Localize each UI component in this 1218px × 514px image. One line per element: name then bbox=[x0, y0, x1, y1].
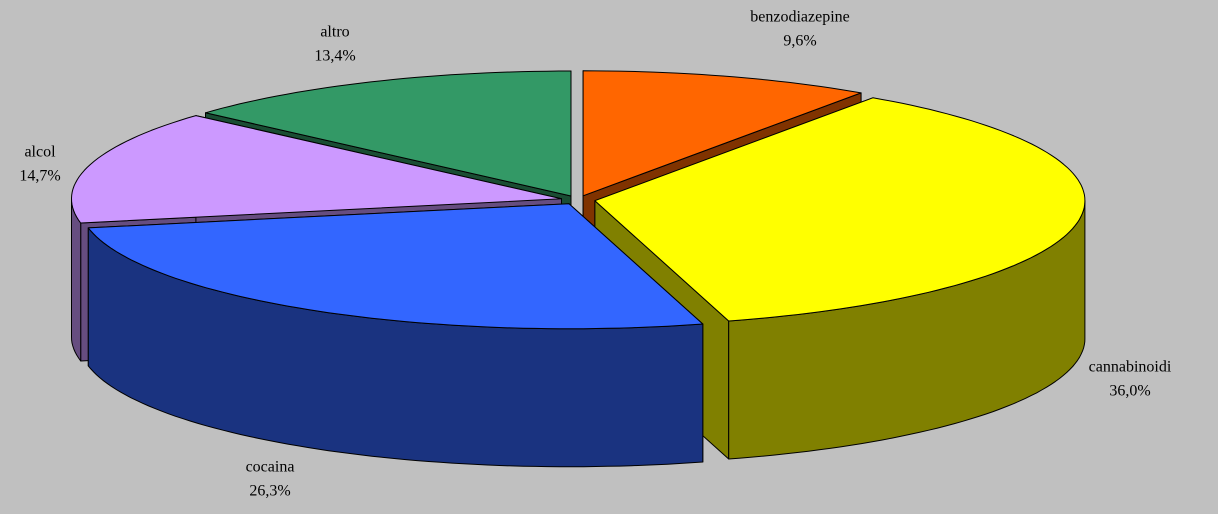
slice bbox=[205, 70, 572, 197]
slice bbox=[582, 70, 862, 197]
slice bbox=[594, 97, 1086, 322]
slice-wall bbox=[71, 198, 82, 362]
slice-label: benzodiazepine bbox=[750, 9, 850, 26]
slice bbox=[87, 203, 704, 330]
slice-value-label: 9,6% bbox=[783, 33, 816, 50]
slice-label: cannabinoidi bbox=[1089, 359, 1172, 376]
slice-label: cocaina bbox=[246, 459, 295, 476]
slice-value-label: 14,7% bbox=[19, 168, 60, 185]
slice-value-label: 13,4% bbox=[314, 48, 355, 65]
slice-label: altro bbox=[320, 24, 349, 41]
slice-value-label: 36,0% bbox=[1109, 383, 1150, 400]
slice-label: alcol bbox=[24, 144, 56, 161]
slice-value-label: 26,3% bbox=[249, 483, 290, 500]
slice bbox=[71, 115, 562, 224]
